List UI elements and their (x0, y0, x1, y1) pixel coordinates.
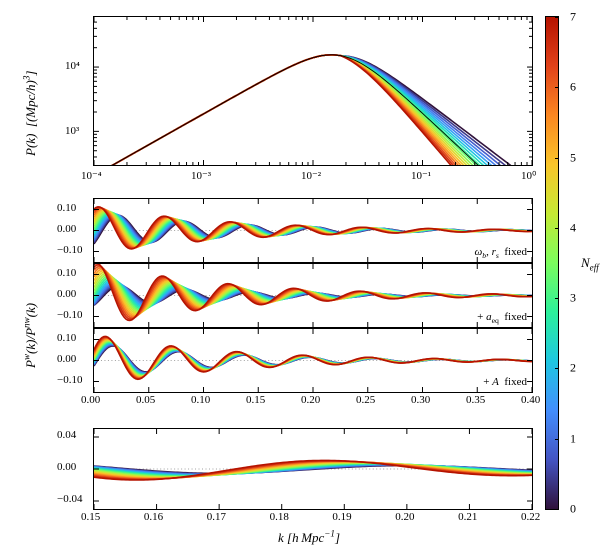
xtick-p1: 10⁻² (301, 169, 321, 182)
ytick-ratio: 0.10 (57, 267, 76, 279)
xtick-zoom: 0.15 (81, 511, 100, 523)
xtick-zoom: 0.21 (458, 511, 477, 523)
xtick-p1: 10⁻⁴ (81, 169, 102, 182)
ytick-ratio: −0.10 (57, 244, 82, 256)
ytick-zoom: 0.00 (57, 461, 76, 473)
ytick-ratio: −0.10 (57, 374, 82, 386)
colorbar-tick: 2 (570, 361, 576, 376)
colorbar-tick: 3 (570, 291, 576, 306)
xtick-zoom: 0.20 (395, 511, 414, 523)
panel-annot: ωb, rs fixed (474, 246, 527, 258)
colorbar-tick: 4 (570, 220, 576, 235)
xtick-p1: 10⁻¹ (411, 169, 431, 182)
xlabel-k: k [h Mpc−1] (278, 530, 340, 546)
ytick-ratio: 0.10 (57, 202, 76, 214)
xtick-ratio: 0.35 (466, 394, 485, 406)
xtick-ratio: 0.40 (521, 394, 540, 406)
colorbar-tick: 7 (570, 10, 576, 25)
xtick-ratio: 0.15 (246, 394, 265, 406)
colorbar-tick: 6 (570, 80, 576, 95)
colorbar: 01234567 (545, 16, 559, 510)
ytick-zoom: 0.04 (57, 429, 76, 441)
panel-zoom (93, 428, 533, 510)
xtick-p1: 10⁰ (521, 169, 536, 182)
xtick-ratio: 0.00 (81, 394, 100, 406)
xtick-zoom: 0.16 (144, 511, 163, 523)
xtick-zoom: 0.19 (332, 511, 351, 523)
panel-ratio-3 (93, 328, 533, 393)
ytick-ratio: 0.10 (57, 332, 76, 344)
ylabel-pk: P(k) [(Mpc/h)3] (23, 71, 39, 156)
ylabel-ratio: Pw(k)/Pnw(k) (23, 303, 39, 368)
ytick-ratio: 0.00 (57, 223, 76, 235)
figure: P(k) [(Mpc/h)3] Pw(k)/Pnw(k) k [h Mpc−1]… (0, 0, 600, 558)
xtick-ratio: 0.10 (191, 394, 210, 406)
panel-ratio-1 (93, 198, 533, 263)
ytick-p1: 10⁴ (65, 60, 80, 72)
colorbar-tick: 1 (570, 431, 576, 446)
ytick-p1: 10³ (65, 125, 79, 137)
ytick-ratio: 0.00 (57, 288, 76, 300)
ytick-zoom: −0.04 (57, 493, 82, 505)
ytick-ratio: 0.00 (57, 353, 76, 365)
colorbar-tick: 5 (570, 150, 576, 165)
xtick-ratio: 0.25 (356, 394, 375, 406)
colorbar-gradient (546, 17, 558, 509)
xtick-zoom: 0.22 (521, 511, 540, 523)
xtick-ratio: 0.05 (136, 394, 155, 406)
xtick-ratio: 0.20 (301, 394, 320, 406)
panel-annot: + aeq fixed (477, 311, 527, 323)
colorbar-label: Neff (581, 255, 599, 271)
panel-annot: + A fixed (483, 376, 527, 388)
xtick-p1: 10⁻³ (191, 169, 211, 182)
xtick-zoom: 0.17 (207, 511, 226, 523)
xtick-ratio: 0.30 (411, 394, 430, 406)
panel-ratio-2 (93, 263, 533, 328)
panel-pk (93, 16, 533, 166)
ytick-ratio: −0.10 (57, 309, 82, 321)
colorbar-tick: 0 (570, 502, 576, 517)
xtick-zoom: 0.18 (270, 511, 289, 523)
